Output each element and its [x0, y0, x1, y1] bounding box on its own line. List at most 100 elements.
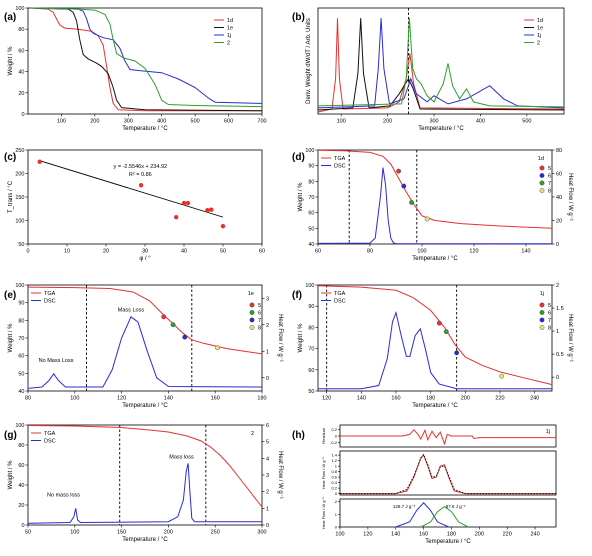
panel-e-xlabel: Temperature / °C	[122, 403, 168, 409]
panel-g-frame	[27, 424, 263, 526]
panel-g-y2tick-label: 4	[266, 456, 269, 462]
panel-e-series-DSC	[27, 316, 263, 389]
panel-e-marker-5	[161, 314, 167, 320]
panel-f-ytick-label: 90	[308, 304, 314, 310]
panel-b-legend-label: 2	[537, 41, 540, 47]
panel-e-marker-legend	[249, 325, 255, 330]
panel-h-ytick-label: -0.2	[330, 440, 338, 445]
panel-h-ytick-label: 1.2	[331, 458, 337, 463]
panel-g-xlabel: Temperature / °C	[122, 537, 168, 543]
panel-b-xtick-label: 100	[337, 119, 346, 125]
panel-f-marker-8	[499, 373, 505, 379]
panel-d-marker-legend	[539, 188, 545, 193]
panel-g-legend-label: DSC	[44, 439, 56, 445]
panel-h-xtick-label: 200	[475, 532, 484, 538]
panel-f-marker-5	[436, 320, 442, 326]
panel-g-series-TGA	[27, 425, 263, 508]
panel-g-y2tick-label: 3	[266, 473, 269, 479]
panel-h-xtick-label: 160	[419, 532, 428, 538]
panel-h-annotation: 87.5 J g⁻¹	[446, 504, 466, 509]
panel-f-legend-label: TGA	[334, 291, 346, 297]
panel-g-annotation: No mass loss	[47, 493, 80, 499]
panel-a-xtick-label: 300	[124, 119, 133, 125]
panel-b-xtick-label: 300	[429, 119, 438, 125]
panel-label: (d)	[292, 152, 305, 163]
panel-d-marker-legend	[539, 165, 545, 171]
panel-c-point	[205, 207, 210, 213]
panel-e-legend-label: TGA	[44, 291, 56, 297]
panel-a-ytick-label: 40	[18, 70, 24, 76]
panel-label: (f)	[292, 290, 302, 301]
panel-a-ytick-label: 0	[21, 112, 24, 118]
panel-c-point	[209, 207, 214, 212]
panel-d-ytick-label: 40	[308, 242, 314, 248]
panel-c-point	[220, 223, 226, 229]
panel-d-frame	[317, 149, 553, 245]
panel-h-ytick-label: 0	[335, 491, 338, 496]
panel-f-xtick-label: 240	[530, 396, 539, 402]
panel-e-ytick-label: 80	[18, 318, 24, 324]
panel-e-legend-label: DSC	[44, 299, 56, 305]
panel-f-marker-6	[443, 329, 449, 335]
panel-d-ytick-label: 70	[308, 195, 314, 201]
panel-e-y2tick-label: 2	[266, 323, 269, 329]
panel-g-xtick-label: 250	[211, 530, 220, 536]
panel-g-ytick-label: 0	[21, 523, 24, 529]
panel-b-legend-label: 1j	[537, 33, 541, 39]
panel-d-xtick-label: 120	[469, 249, 478, 255]
panel-g-ytick-label: 80	[18, 443, 24, 449]
panel-e-ylabel: Weight / %	[8, 323, 14, 353]
panel-e-marker-legend	[249, 317, 255, 323]
panel-f-xtick-label: 200	[461, 396, 470, 402]
panel-c-point	[37, 159, 42, 164]
panel-c-xtick-label: 0	[26, 249, 29, 255]
panel-c-fit-line	[39, 160, 224, 218]
panel-c-ytick-label: 100	[15, 219, 24, 225]
panel-d-marker-6	[401, 183, 407, 189]
panel-c-ytick-label: 200	[15, 172, 24, 178]
panel-c-equation: R² = 0.86	[129, 172, 152, 178]
panel-d-legend-label: DSC	[334, 164, 346, 170]
panel-f-frame	[317, 284, 553, 392]
panel-e-marker-legend	[249, 310, 255, 315]
panel-f-ytick-label: 80	[308, 325, 314, 331]
panel-f-series-TGA	[317, 285, 553, 386]
panel-e-marker-8	[215, 345, 220, 351]
panel-e-ytick-label: 100	[15, 283, 24, 289]
panel-d-xtick-label: 100	[417, 249, 426, 255]
panel-label: (b)	[292, 12, 305, 23]
panel-d-marker-legend-label: 8	[548, 189, 551, 195]
panel-d-ytick-label: 90	[308, 164, 314, 170]
panel-h-xtick-label: 180	[447, 532, 456, 538]
panel-h-ytick-label: 0.2	[331, 427, 337, 432]
panel-f-y2tick-label: 1	[556, 329, 559, 335]
panel-b-frame	[317, 7, 565, 115]
panel-d-y2tick-label: 40	[556, 195, 562, 201]
panel-d-ytick-label: 50	[308, 226, 314, 232]
panel-d-y2tick-label: 80	[556, 148, 562, 154]
panel-d-y2label: Heat Flow / W g⁻¹	[567, 173, 573, 221]
panel-e-ytick-label: 70	[18, 336, 24, 342]
panel-h-series-measured	[340, 454, 556, 495]
panel-f-ylabel: Weight / %	[298, 323, 304, 353]
panel-f-marker-legend	[539, 310, 545, 315]
panel-f-xlabel: Temperature / °C	[412, 403, 458, 409]
panel-e-ytick-label: 40	[18, 389, 24, 395]
panel-b-legend-label: 1e	[537, 26, 543, 32]
panel-f-xtick-label: 220	[495, 396, 504, 402]
panel-f-tag: 1j	[540, 291, 544, 297]
panel-e-xtick-label: 120	[117, 396, 126, 402]
panel-e-xtick-label: 140	[164, 396, 173, 402]
panel-h-ytick-label: 0.2	[331, 486, 337, 491]
panel-d-marker-legend	[539, 180, 545, 186]
panel-d-marker-7	[409, 200, 414, 205]
panel-b-xlabel: Temperature / °C	[418, 126, 464, 132]
panel-h-xtick-label: 240	[531, 532, 540, 538]
panel-g-tag: 2	[251, 431, 254, 437]
panel-a-ytick-label: 100	[15, 6, 24, 12]
panel-c-ytick-label: 50	[18, 242, 24, 248]
panel-a-legend-label: 1e	[227, 26, 233, 32]
panel-d-ylabel: Weight / %	[298, 182, 304, 212]
panel-d-xtick-label: 140	[521, 249, 530, 255]
panel-e-annotation: No Mass Loss	[39, 358, 74, 364]
